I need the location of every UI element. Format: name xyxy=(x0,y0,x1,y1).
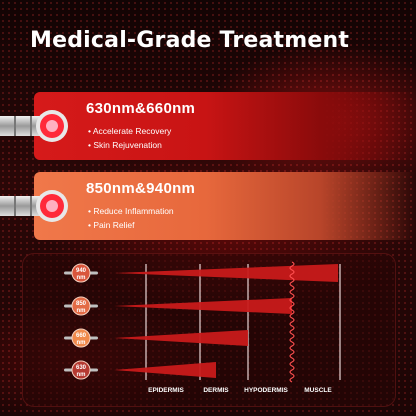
wavelength-badge xyxy=(71,328,91,348)
penetration-beam xyxy=(114,264,338,282)
wavelength-badge xyxy=(71,360,91,380)
wavelength-value: 940 xyxy=(76,268,87,274)
layer-label: EPIDERMIS xyxy=(148,387,184,394)
muscle-boundary-wave xyxy=(289,261,295,383)
bullet-list-red: Accelerate Recovery Skin Rejuvenation xyxy=(88,124,171,152)
layer-label: DERMIS xyxy=(203,387,229,394)
bullet-item: Accelerate Recovery xyxy=(88,124,171,138)
wavelength-badge xyxy=(71,263,91,283)
wavelength-unit: nm xyxy=(77,372,86,378)
light-pen-red-icon xyxy=(0,110,68,142)
wavelength-unit: nm xyxy=(77,275,86,281)
wavelength-unit: nm xyxy=(77,340,86,346)
light-pen-infrared-icon xyxy=(0,190,68,222)
penetration-beam xyxy=(114,330,248,346)
wavelength-unit: nm xyxy=(77,308,86,314)
wavelength-value: 660 xyxy=(76,333,87,339)
band-title-red: 630nm&660nm xyxy=(86,100,196,117)
penetration-beam xyxy=(114,298,292,314)
bullet-item: Reduce Inflammation xyxy=(88,204,173,218)
penetration-beam xyxy=(114,362,216,378)
bullet-item: Pain Relief xyxy=(88,218,174,232)
bullet-list-infrared: Reduce Inflammation Pain Relief xyxy=(88,204,174,232)
band-title-infrared: 850nm&940nm xyxy=(86,180,196,197)
layer-label: MUSCLE xyxy=(304,387,332,394)
wavelength-badge xyxy=(71,296,91,316)
wavelength-value: 850 xyxy=(76,301,87,307)
layer-label: HYPODERMIS xyxy=(244,387,288,394)
bullet-item: Skin Rejuvenation xyxy=(88,138,171,152)
wavelength-value: 630 xyxy=(76,365,87,371)
page-title: Medical-Grade Treatment xyxy=(30,28,350,53)
